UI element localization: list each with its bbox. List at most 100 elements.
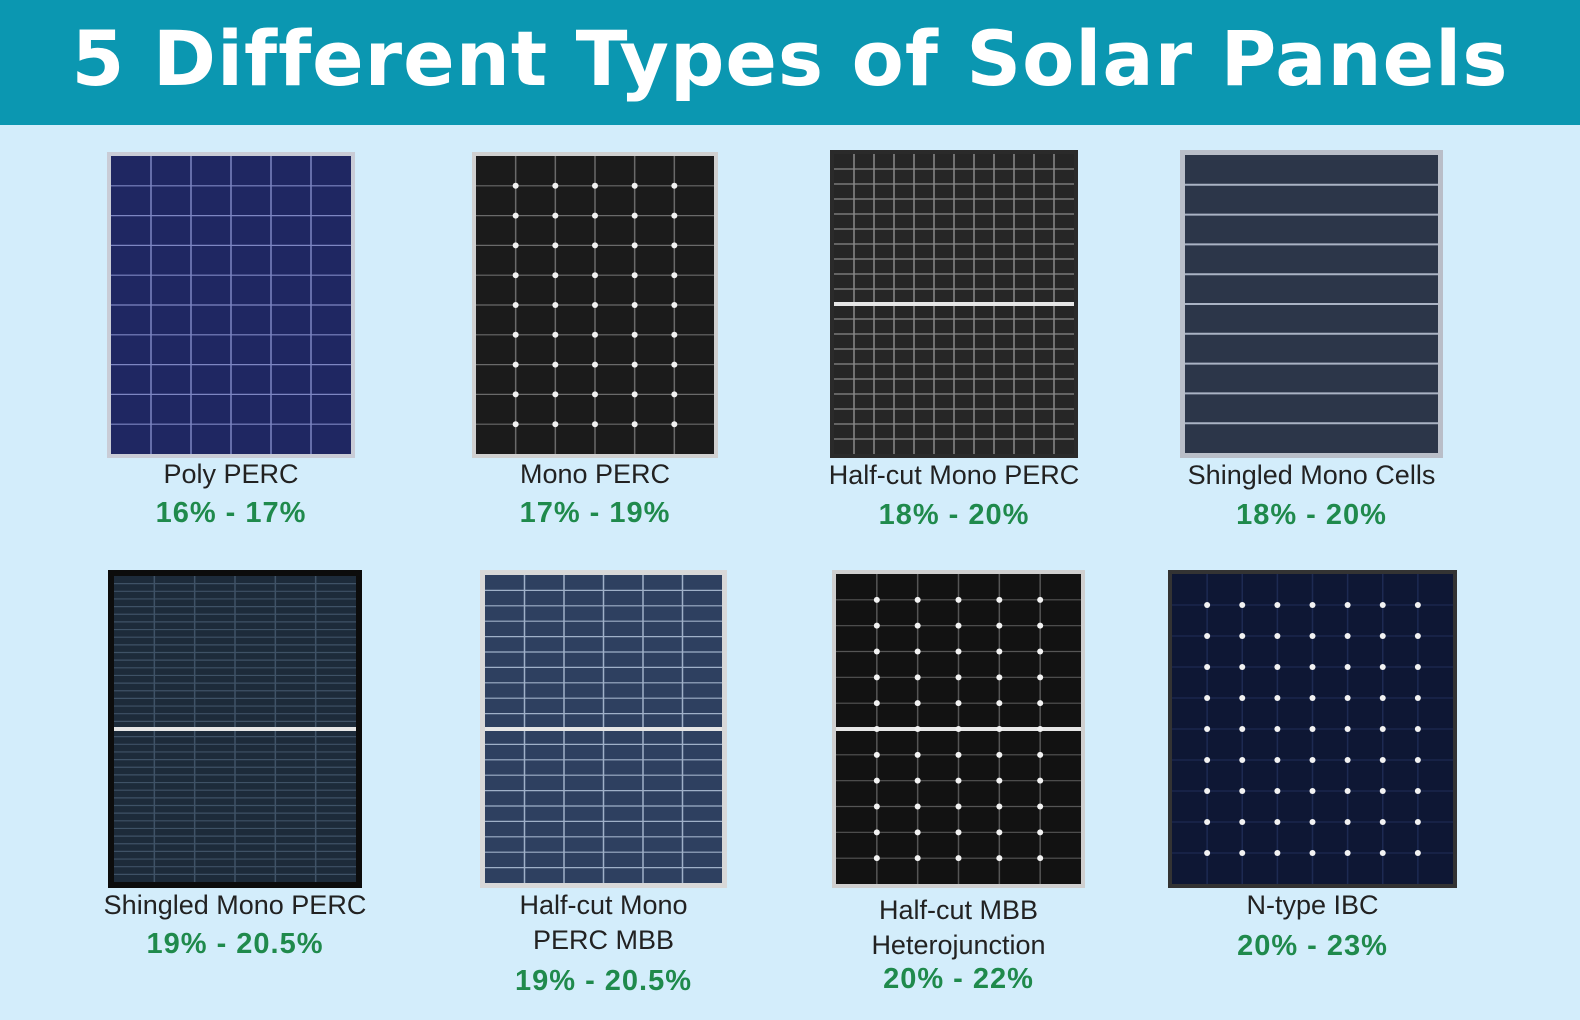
cell-dot — [1037, 596, 1044, 603]
cell-dot — [671, 391, 678, 398]
cell-dot — [914, 777, 921, 784]
panel-name: Heterojunction — [871, 930, 1046, 960]
cell-dot — [631, 242, 638, 249]
cell-dot — [914, 855, 921, 862]
cell-dot — [631, 302, 638, 308]
cell-dot — [996, 803, 1003, 810]
panel-efficiency: 20% - 23% — [1237, 930, 1388, 962]
cell-dot — [1204, 695, 1211, 701]
cell-dot — [1274, 695, 1281, 701]
cell-dot — [592, 331, 598, 338]
cell-dot — [631, 182, 638, 189]
cell-dot — [955, 674, 962, 681]
cell-dot — [955, 700, 962, 707]
cell-dot — [552, 242, 559, 249]
cell-dot — [955, 803, 962, 810]
cell-dot — [671, 302, 678, 308]
solar-panel — [832, 570, 1085, 888]
cell-dot — [996, 648, 1003, 655]
cell-dot — [1344, 819, 1351, 825]
cell-dot — [873, 803, 880, 810]
cell-dot — [671, 272, 678, 279]
cell-dot — [552, 272, 559, 279]
cell-dot — [1414, 633, 1421, 639]
cell-dot — [873, 596, 880, 603]
cell-dot — [1309, 819, 1316, 825]
cell-dot — [914, 751, 921, 758]
cell-dot — [1204, 602, 1211, 608]
cell-dot — [631, 212, 638, 219]
cell-dot — [1379, 757, 1386, 763]
cell-dot — [996, 829, 1003, 836]
cell-dot — [631, 421, 638, 428]
cell-dot — [1309, 633, 1316, 639]
cell-dot — [1274, 757, 1281, 763]
panel-name: Half-cut Mono — [519, 890, 688, 920]
solar-panel — [107, 152, 355, 458]
solar-panel — [472, 152, 718, 458]
cell-dot — [914, 648, 921, 655]
cell-dot — [592, 391, 598, 398]
cell-dot — [512, 212, 519, 219]
cell-dot — [1239, 819, 1246, 825]
cell-dot — [1204, 757, 1211, 763]
cell-dot — [1239, 757, 1246, 763]
cell-dot — [914, 726, 921, 732]
cell-dot — [873, 829, 880, 836]
cell-dot — [1379, 850, 1386, 856]
cell-dot — [1309, 726, 1316, 732]
cell-dot — [1239, 726, 1246, 732]
panel-name: Shingled Mono PERC — [103, 890, 367, 920]
cell-dot — [512, 331, 519, 338]
cell-dot — [1344, 664, 1351, 670]
cell-dot — [552, 361, 559, 368]
cell-dot — [1239, 602, 1246, 608]
cell-dot — [512, 272, 519, 279]
cell-dot — [1379, 726, 1386, 732]
cell-dot — [996, 726, 1003, 732]
cell-dot — [996, 674, 1003, 681]
cell-dot — [512, 421, 519, 428]
cell-dot — [873, 648, 880, 655]
cell-dot — [1274, 664, 1281, 670]
cell-dot — [1204, 633, 1211, 639]
cell-dot — [1037, 674, 1044, 681]
cell-dot — [1344, 850, 1351, 856]
panel-efficiency: 19% - 20.5% — [514, 965, 693, 997]
cell-dot — [873, 700, 880, 707]
cell-dot — [552, 302, 559, 308]
cell-dot — [1274, 633, 1281, 639]
cell-dot — [592, 242, 598, 249]
cell-dot — [1414, 819, 1421, 825]
cell-dot — [873, 674, 880, 681]
cell-dot — [1204, 788, 1211, 794]
cell-dot — [1204, 664, 1211, 670]
cell-dot — [552, 421, 559, 428]
cell-dot — [671, 242, 678, 249]
cell-dot — [1344, 633, 1351, 639]
panel-name: Poly PERC — [163, 459, 299, 489]
solar-panel — [108, 570, 362, 888]
cell-dot — [512, 391, 519, 398]
cell-dot — [1037, 648, 1044, 655]
cell-dot — [873, 751, 880, 758]
cell-dot — [1309, 602, 1316, 608]
cell-dot — [552, 331, 559, 338]
cell-dot — [914, 829, 921, 836]
cell-dot — [1414, 602, 1421, 608]
header-bar: 5 Different Types of Solar Panels — [0, 0, 1580, 125]
cell-dot — [1274, 602, 1281, 608]
cell-dot — [1037, 829, 1044, 836]
cell-dot — [1037, 777, 1044, 784]
cell-dot — [1309, 757, 1316, 763]
cell-dot — [592, 421, 598, 428]
cell-dot — [1274, 850, 1281, 856]
cell-dot — [955, 777, 962, 784]
cell-dot — [512, 302, 519, 308]
panel-name: PERC MBB — [532, 925, 675, 955]
cell-dot — [1037, 700, 1044, 707]
cell-dot — [914, 700, 921, 707]
cell-dot — [873, 855, 880, 862]
cell-dot — [1379, 788, 1386, 794]
